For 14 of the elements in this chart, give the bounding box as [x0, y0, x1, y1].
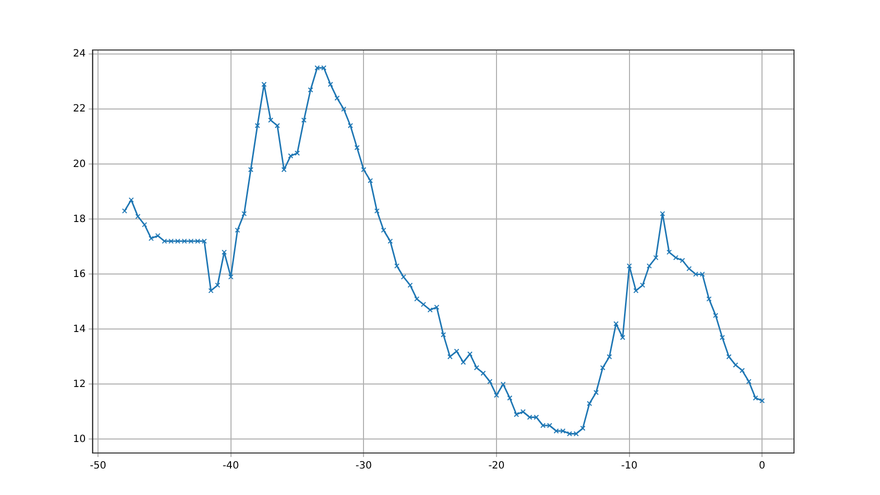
y-tick-label: 12 [72, 378, 86, 390]
y-tick-label: 24 [72, 48, 86, 60]
x-tick-label: -30 [356, 460, 372, 472]
x-tick-label: -20 [488, 460, 505, 472]
y-tick-label: 20 [72, 158, 86, 170]
y-tick-label: 14 [72, 324, 86, 335]
y-tick-label: 10 [72, 434, 86, 445]
y-tick-label: 16 [72, 268, 86, 280]
x-tick-label: -40 [222, 460, 240, 472]
y-tick-label: 22 [72, 104, 86, 115]
x-tick-label: -50 [90, 460, 106, 472]
x-tick-label: 0 [758, 460, 766, 472]
y-tick-label: 18 [72, 214, 86, 225]
x-tick-label: -10 [621, 460, 638, 472]
